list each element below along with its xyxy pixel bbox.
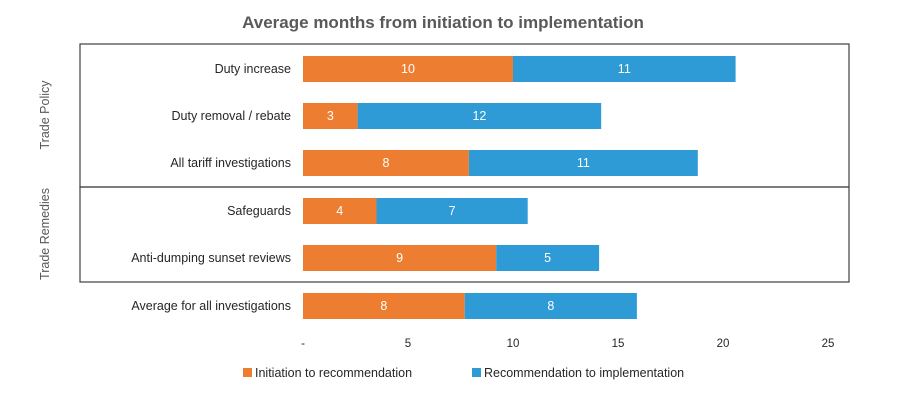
x-tick-label: 5 — [405, 338, 411, 350]
bar-duty-increase-series-2 — [513, 56, 736, 82]
bars: Duty increase 10 11 Duty removal / rebate 3 1… — [131, 56, 736, 319]
x-axis: - 5 10 15 20 25 — [301, 338, 834, 350]
x-tick-label: 15 — [612, 338, 625, 350]
legend: Initiation to recommendation Recommendat… — [243, 366, 684, 380]
category-label-all-tariff-investigations: All tariff investigations — [170, 156, 291, 170]
x-tick-label: 25 — [822, 338, 835, 350]
bar-safeguards-series-1 — [303, 198, 377, 224]
data-label-safeguards-series-2: 7 — [449, 204, 456, 218]
group-box-trade-remedies — [79, 186, 850, 283]
data-label-average-for-all-investigations-series-1: 8 — [380, 299, 387, 313]
data-label-all-tariff-investigations-series-1: 8 — [382, 156, 389, 170]
bar-duty-increase-series-1 — [303, 56, 513, 82]
data-label-duty-removal-rebate-series-2: 12 — [472, 109, 486, 123]
category-label-average-for-all-investigations: Average for all investigations — [131, 299, 291, 313]
category-label-anti-dumping-sunset-reviews: Anti-dumping sunset reviews — [131, 251, 291, 265]
bar-anti-dumping-sunset-reviews-series-2 — [496, 245, 600, 271]
data-label-all-tariff-investigations-series-2: 11 — [577, 156, 590, 170]
bar-average-for-all-investigations-series-1 — [303, 293, 465, 319]
legend-swatch-initiation — [243, 368, 252, 377]
legend-label-recommendation: Recommendation to implementation — [484, 366, 684, 380]
bar-duty-removal-rebate-series-2 — [357, 103, 602, 129]
x-tick-label: 20 — [717, 338, 730, 350]
bar-all-tariff-investigations-series-2 — [468, 150, 698, 176]
bar-safeguards-series-2 — [376, 198, 528, 224]
bar-all-tariff-investigations-series-1 — [303, 150, 469, 176]
legend-label-initiation: Initiation to recommendation — [255, 366, 412, 380]
data-label-anti-dumping-sunset-reviews-series-2: 5 — [544, 251, 551, 265]
data-label-average-for-all-investigations-series-2: 8 — [547, 299, 554, 313]
legend-swatch-recommendation — [472, 368, 481, 377]
data-label-safeguards-series-1: 4 — [336, 204, 343, 218]
bar-duty-removal-rebate-series-1 — [303, 103, 358, 129]
bar-average-for-all-investigations-series-2 — [464, 293, 637, 319]
category-label-duty-removal-rebate: Duty removal / rebate — [172, 109, 292, 123]
group-label-trade-remedies: Trade Remedies — [38, 188, 52, 280]
category-label-safeguards: Safeguards — [227, 204, 291, 218]
group-label-trade-policy: Trade Policy — [38, 80, 52, 150]
x-tick-label: - — [301, 338, 305, 350]
category-label-duty-increase: Duty increase — [215, 62, 291, 76]
data-label-duty-removal-rebate-series-1: 3 — [327, 109, 334, 123]
chart-title: Average months from initiation to implem… — [242, 13, 644, 32]
x-tick-label: 10 — [507, 338, 520, 350]
data-label-duty-increase-series-1: 10 — [401, 62, 415, 76]
bar-anti-dumping-sunset-reviews-series-1 — [303, 245, 497, 271]
data-label-duty-increase-series-2: 11 — [618, 62, 631, 76]
data-label-anti-dumping-sunset-reviews-series-1: 9 — [396, 251, 403, 265]
